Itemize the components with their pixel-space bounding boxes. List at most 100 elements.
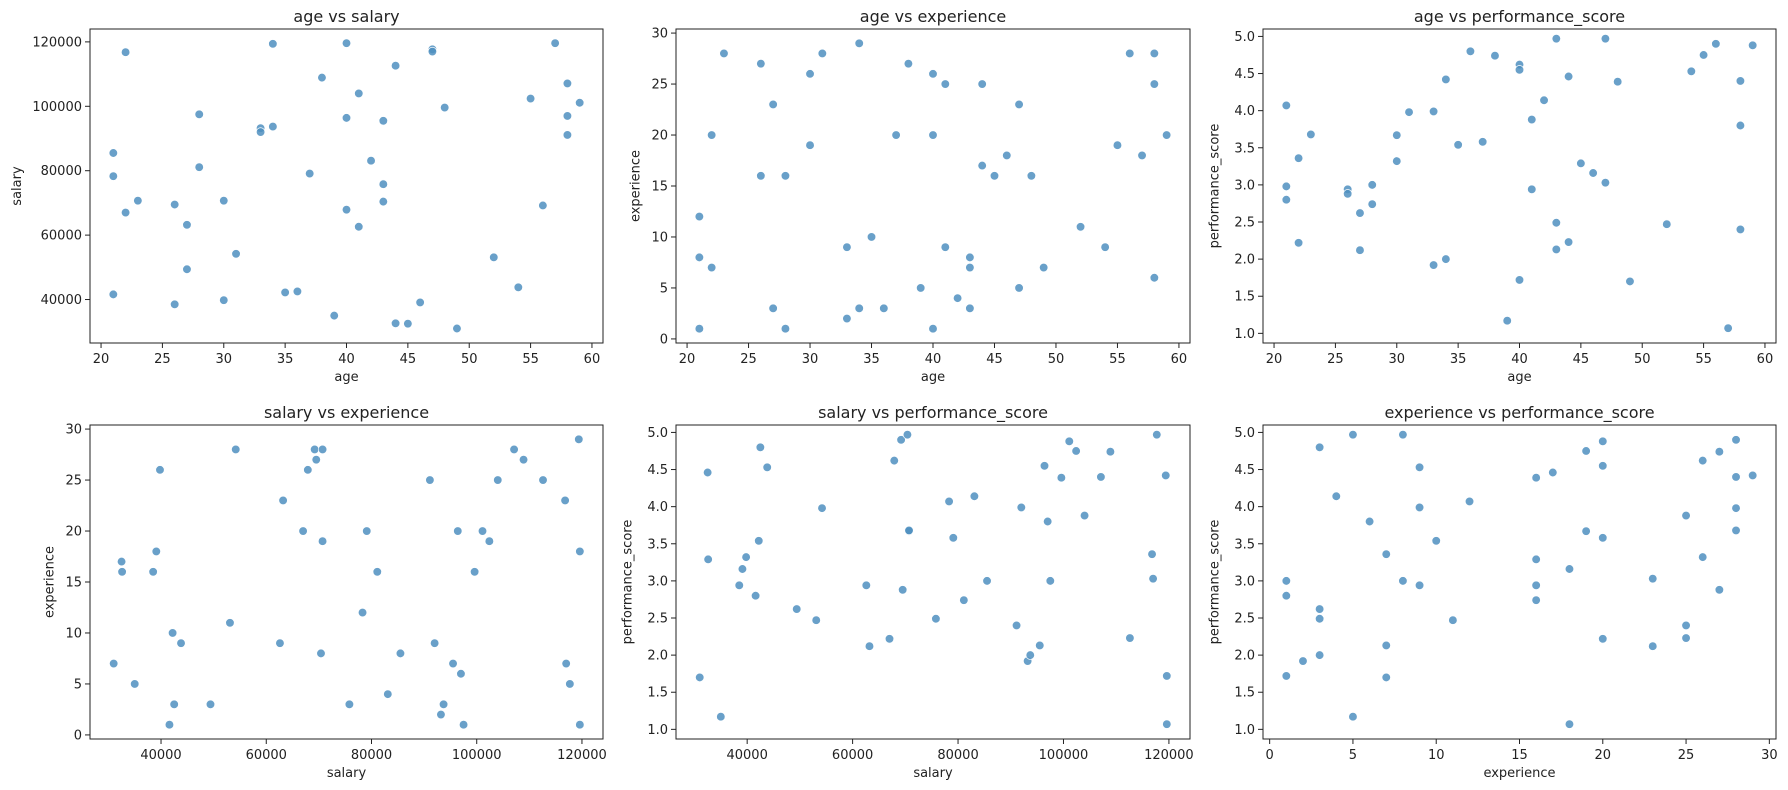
data-point xyxy=(317,536,328,546)
data-point xyxy=(1711,39,1721,49)
data-point xyxy=(108,148,118,158)
data-point xyxy=(1281,591,1291,601)
subplot-6: experience vs performance_score 0 5 10 15 20 2… xyxy=(1207,403,1777,781)
data-point xyxy=(1414,502,1425,513)
data-point xyxy=(1563,71,1574,82)
y-axis-label: experience xyxy=(629,150,644,222)
data-point xyxy=(694,252,705,263)
y-tick-label: 1.0 xyxy=(1234,723,1255,738)
data-point xyxy=(415,297,425,308)
data-point xyxy=(1075,222,1086,232)
y-tick-label: 20 xyxy=(651,129,668,144)
y-tick-label: 2.0 xyxy=(1234,649,1255,664)
x-tick-label: 25 xyxy=(1678,748,1695,763)
x-tick-label: 50 xyxy=(1048,352,1065,367)
data-point xyxy=(378,196,388,207)
data-point xyxy=(169,699,179,709)
data-point xyxy=(719,48,729,59)
data-point xyxy=(1731,503,1741,513)
data-point xyxy=(1598,533,1608,543)
data-point xyxy=(1490,51,1500,61)
data-point xyxy=(194,162,204,172)
data-point xyxy=(108,171,118,181)
data-point xyxy=(768,303,778,313)
data-point xyxy=(167,628,178,638)
x-tick-label: 30 xyxy=(215,352,232,367)
data-point xyxy=(1364,516,1375,527)
data-point xyxy=(1281,195,1291,205)
data-point xyxy=(982,576,992,586)
data-point xyxy=(948,533,958,543)
data-point xyxy=(1002,150,1012,161)
data-point xyxy=(1581,446,1591,456)
data-point xyxy=(1531,473,1541,483)
data-point xyxy=(1735,224,1746,235)
data-point xyxy=(1448,615,1458,625)
data-point xyxy=(317,72,327,83)
y-tick-label: 4.5 xyxy=(1234,67,1255,82)
data-point xyxy=(575,98,585,108)
x-tick-label: 40 xyxy=(925,352,942,367)
subplot-5: salary vs performance_score 40000 60000 800… xyxy=(620,403,1193,781)
data-point xyxy=(1731,435,1741,445)
y-tick-label: 25 xyxy=(65,474,82,489)
data-point xyxy=(944,496,954,507)
data-point xyxy=(354,88,364,99)
data-point xyxy=(575,546,585,557)
data-point xyxy=(842,242,852,252)
y-tick-label: 20 xyxy=(65,525,82,540)
y-tick-label: 4.5 xyxy=(647,463,668,478)
y-tick-label: 1.0 xyxy=(1234,327,1255,342)
data-point xyxy=(1598,436,1608,446)
data-point xyxy=(562,130,573,140)
data-point xyxy=(931,614,941,624)
data-point xyxy=(489,252,499,262)
data-point xyxy=(1314,604,1325,614)
axes-frame xyxy=(89,28,604,344)
data-point xyxy=(891,130,901,140)
y-axis-label: performance_score xyxy=(1207,520,1222,645)
data-point xyxy=(255,127,266,137)
data-point xyxy=(1731,472,1741,482)
data-point xyxy=(1125,633,1135,643)
subplot-title: salary vs performance_score xyxy=(818,403,1048,423)
data-point xyxy=(756,171,766,181)
data-point xyxy=(1398,430,1408,440)
data-point xyxy=(518,455,529,465)
data-point xyxy=(977,79,987,89)
x-tick-label: 45 xyxy=(986,352,1003,367)
x-tick-label: 45 xyxy=(1573,352,1590,367)
data-point xyxy=(155,465,165,475)
x-tick-label: 120000 xyxy=(557,748,607,763)
data-point xyxy=(1149,79,1159,89)
data-point xyxy=(378,116,388,126)
x-tick-label: 50 xyxy=(1634,352,1651,367)
data-point xyxy=(120,207,131,218)
data-point xyxy=(703,554,713,565)
data-point xyxy=(694,211,705,222)
data-point xyxy=(811,615,821,625)
data-point xyxy=(219,196,229,206)
data-point xyxy=(562,111,573,121)
data-point xyxy=(716,712,726,722)
x-axis-label: age xyxy=(334,370,358,385)
data-point xyxy=(292,286,303,297)
data-point xyxy=(117,567,127,577)
y-axis-label: salary xyxy=(10,166,25,206)
data-point xyxy=(1281,100,1291,111)
data-point xyxy=(372,567,382,577)
x-tick-label: 20 xyxy=(93,352,110,367)
x-tick-label: 25 xyxy=(740,352,757,367)
data-point xyxy=(707,262,717,273)
data-point xyxy=(1026,171,1037,181)
data-point xyxy=(1161,470,1171,481)
y-axis-label: performance_score xyxy=(620,520,635,645)
x-tick-label: 40000 xyxy=(726,748,767,763)
data-point xyxy=(762,462,772,472)
x-axis-label: age xyxy=(921,370,945,385)
data-point xyxy=(1613,77,1623,87)
data-point xyxy=(959,595,969,605)
data-point xyxy=(842,313,852,324)
data-point xyxy=(965,252,975,263)
data-point xyxy=(1105,447,1116,457)
